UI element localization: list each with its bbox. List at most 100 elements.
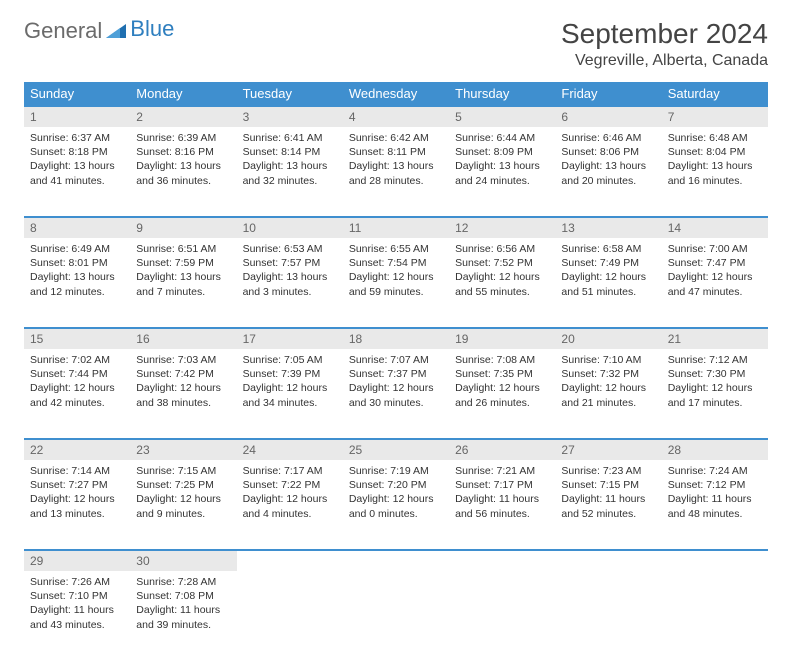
day-number-cell: 23 bbox=[130, 439, 236, 460]
day-number-cell: 15 bbox=[24, 328, 130, 349]
day-number-cell: 14 bbox=[662, 217, 768, 238]
day-details: Sunrise: 6:51 AMSunset: 7:59 PMDaylight:… bbox=[130, 238, 236, 307]
day-number-cell: 21 bbox=[662, 328, 768, 349]
day-cell: Sunrise: 6:42 AMSunset: 8:11 PMDaylight:… bbox=[343, 127, 449, 217]
day-details: Sunrise: 6:49 AMSunset: 8:01 PMDaylight:… bbox=[24, 238, 130, 307]
day-number-cell: 27 bbox=[555, 439, 661, 460]
day-cell: Sunrise: 7:15 AMSunset: 7:25 PMDaylight:… bbox=[130, 460, 236, 550]
day-details: Sunrise: 7:23 AMSunset: 7:15 PMDaylight:… bbox=[555, 460, 661, 529]
day-cell: Sunrise: 7:19 AMSunset: 7:20 PMDaylight:… bbox=[343, 460, 449, 550]
day-details: Sunrise: 6:37 AMSunset: 8:18 PMDaylight:… bbox=[24, 127, 130, 196]
day-number-row: 891011121314 bbox=[24, 217, 768, 238]
day-number-cell bbox=[662, 550, 768, 571]
title-block: September 2024 Vegreville, Alberta, Cana… bbox=[561, 18, 768, 70]
day-cell: Sunrise: 7:10 AMSunset: 7:32 PMDaylight:… bbox=[555, 349, 661, 439]
day-cell: Sunrise: 7:02 AMSunset: 7:44 PMDaylight:… bbox=[24, 349, 130, 439]
day-cell bbox=[343, 571, 449, 661]
day-body-row: Sunrise: 7:26 AMSunset: 7:10 PMDaylight:… bbox=[24, 571, 768, 661]
day-number-cell: 22 bbox=[24, 439, 130, 460]
day-details: Sunrise: 7:28 AMSunset: 7:08 PMDaylight:… bbox=[130, 571, 236, 640]
logo-text-blue: Blue bbox=[130, 16, 174, 42]
weekday-header: Monday bbox=[130, 82, 236, 106]
day-cell: Sunrise: 6:48 AMSunset: 8:04 PMDaylight:… bbox=[662, 127, 768, 217]
day-details: Sunrise: 7:07 AMSunset: 7:37 PMDaylight:… bbox=[343, 349, 449, 418]
weekday-header: Thursday bbox=[449, 82, 555, 106]
logo-text-general: General bbox=[24, 18, 102, 44]
day-cell: Sunrise: 7:07 AMSunset: 7:37 PMDaylight:… bbox=[343, 349, 449, 439]
day-number-cell bbox=[555, 550, 661, 571]
day-details: Sunrise: 7:21 AMSunset: 7:17 PMDaylight:… bbox=[449, 460, 555, 529]
day-details: Sunrise: 7:03 AMSunset: 7:42 PMDaylight:… bbox=[130, 349, 236, 418]
day-cell: Sunrise: 7:14 AMSunset: 7:27 PMDaylight:… bbox=[24, 460, 130, 550]
day-number-cell bbox=[237, 550, 343, 571]
day-details: Sunrise: 6:58 AMSunset: 7:49 PMDaylight:… bbox=[555, 238, 661, 307]
day-body-row: Sunrise: 7:14 AMSunset: 7:27 PMDaylight:… bbox=[24, 460, 768, 550]
day-details: Sunrise: 7:14 AMSunset: 7:27 PMDaylight:… bbox=[24, 460, 130, 529]
day-cell: Sunrise: 6:37 AMSunset: 8:18 PMDaylight:… bbox=[24, 127, 130, 217]
day-cell bbox=[449, 571, 555, 661]
day-details: Sunrise: 6:53 AMSunset: 7:57 PMDaylight:… bbox=[237, 238, 343, 307]
day-number-cell: 13 bbox=[555, 217, 661, 238]
day-number-cell: 19 bbox=[449, 328, 555, 349]
calendar-table: SundayMondayTuesdayWednesdayThursdayFrid… bbox=[24, 82, 768, 661]
day-details: Sunrise: 6:46 AMSunset: 8:06 PMDaylight:… bbox=[555, 127, 661, 196]
day-cell: Sunrise: 6:56 AMSunset: 7:52 PMDaylight:… bbox=[449, 238, 555, 328]
day-cell: Sunrise: 7:00 AMSunset: 7:47 PMDaylight:… bbox=[662, 238, 768, 328]
day-details: Sunrise: 7:12 AMSunset: 7:30 PMDaylight:… bbox=[662, 349, 768, 418]
day-cell: Sunrise: 6:46 AMSunset: 8:06 PMDaylight:… bbox=[555, 127, 661, 217]
month-title: September 2024 bbox=[561, 18, 768, 50]
day-details: Sunrise: 7:08 AMSunset: 7:35 PMDaylight:… bbox=[449, 349, 555, 418]
day-number-cell: 1 bbox=[24, 106, 130, 127]
day-number-cell: 16 bbox=[130, 328, 236, 349]
weekday-header: Friday bbox=[555, 82, 661, 106]
day-number-cell bbox=[343, 550, 449, 571]
header: General Blue September 2024 Vegreville, … bbox=[24, 18, 768, 70]
day-details: Sunrise: 6:55 AMSunset: 7:54 PMDaylight:… bbox=[343, 238, 449, 307]
day-cell: Sunrise: 6:49 AMSunset: 8:01 PMDaylight:… bbox=[24, 238, 130, 328]
day-details: Sunrise: 7:10 AMSunset: 7:32 PMDaylight:… bbox=[555, 349, 661, 418]
logo: General Blue bbox=[24, 18, 174, 44]
day-cell: Sunrise: 6:58 AMSunset: 7:49 PMDaylight:… bbox=[555, 238, 661, 328]
day-number-row: 15161718192021 bbox=[24, 328, 768, 349]
weekday-header: Saturday bbox=[662, 82, 768, 106]
day-number-row: 1234567 bbox=[24, 106, 768, 127]
day-details: Sunrise: 7:26 AMSunset: 7:10 PMDaylight:… bbox=[24, 571, 130, 640]
day-number-cell: 10 bbox=[237, 217, 343, 238]
day-details: Sunrise: 7:17 AMSunset: 7:22 PMDaylight:… bbox=[237, 460, 343, 529]
day-details: Sunrise: 6:56 AMSunset: 7:52 PMDaylight:… bbox=[449, 238, 555, 307]
day-number-cell: 29 bbox=[24, 550, 130, 571]
day-details: Sunrise: 7:02 AMSunset: 7:44 PMDaylight:… bbox=[24, 349, 130, 418]
day-number-cell: 8 bbox=[24, 217, 130, 238]
day-cell: Sunrise: 7:23 AMSunset: 7:15 PMDaylight:… bbox=[555, 460, 661, 550]
day-details: Sunrise: 7:19 AMSunset: 7:20 PMDaylight:… bbox=[343, 460, 449, 529]
day-details: Sunrise: 7:24 AMSunset: 7:12 PMDaylight:… bbox=[662, 460, 768, 529]
day-details: Sunrise: 7:05 AMSunset: 7:39 PMDaylight:… bbox=[237, 349, 343, 418]
day-body-row: Sunrise: 6:49 AMSunset: 8:01 PMDaylight:… bbox=[24, 238, 768, 328]
day-number-cell: 11 bbox=[343, 217, 449, 238]
weekday-header: Sunday bbox=[24, 82, 130, 106]
day-number-cell: 18 bbox=[343, 328, 449, 349]
day-number-cell: 12 bbox=[449, 217, 555, 238]
day-number-row: 22232425262728 bbox=[24, 439, 768, 460]
day-number-cell bbox=[449, 550, 555, 571]
day-details: Sunrise: 7:15 AMSunset: 7:25 PMDaylight:… bbox=[130, 460, 236, 529]
day-details: Sunrise: 6:39 AMSunset: 8:16 PMDaylight:… bbox=[130, 127, 236, 196]
logo-triangle-icon bbox=[106, 18, 126, 44]
day-number-cell: 4 bbox=[343, 106, 449, 127]
day-cell: Sunrise: 7:05 AMSunset: 7:39 PMDaylight:… bbox=[237, 349, 343, 439]
day-cell: Sunrise: 6:41 AMSunset: 8:14 PMDaylight:… bbox=[237, 127, 343, 217]
day-cell: Sunrise: 7:28 AMSunset: 7:08 PMDaylight:… bbox=[130, 571, 236, 661]
day-cell: Sunrise: 7:24 AMSunset: 7:12 PMDaylight:… bbox=[662, 460, 768, 550]
day-number-cell: 26 bbox=[449, 439, 555, 460]
day-number-cell: 9 bbox=[130, 217, 236, 238]
day-details: Sunrise: 6:44 AMSunset: 8:09 PMDaylight:… bbox=[449, 127, 555, 196]
day-cell: Sunrise: 6:39 AMSunset: 8:16 PMDaylight:… bbox=[130, 127, 236, 217]
weekday-header: Tuesday bbox=[237, 82, 343, 106]
day-details: Sunrise: 6:42 AMSunset: 8:11 PMDaylight:… bbox=[343, 127, 449, 196]
day-cell: Sunrise: 6:53 AMSunset: 7:57 PMDaylight:… bbox=[237, 238, 343, 328]
day-number-cell: 6 bbox=[555, 106, 661, 127]
day-cell: Sunrise: 7:26 AMSunset: 7:10 PMDaylight:… bbox=[24, 571, 130, 661]
day-details: Sunrise: 6:48 AMSunset: 8:04 PMDaylight:… bbox=[662, 127, 768, 196]
day-number-cell: 5 bbox=[449, 106, 555, 127]
day-number-cell: 24 bbox=[237, 439, 343, 460]
